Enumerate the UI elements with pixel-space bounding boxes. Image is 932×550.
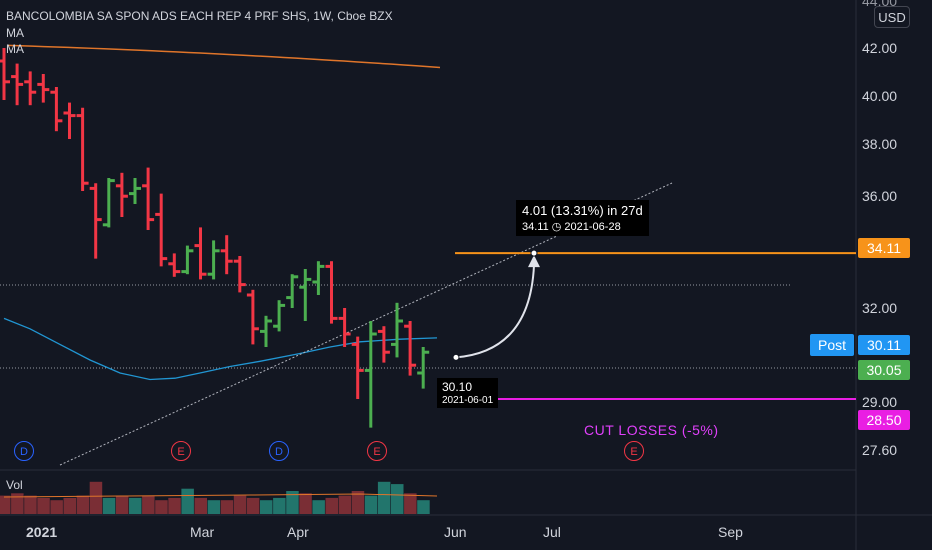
volume-bar	[325, 497, 338, 514]
volume-bar	[286, 491, 299, 514]
volume-bar	[260, 500, 273, 514]
x-tick: Jul	[543, 524, 561, 540]
last-price-badge: 30.05	[858, 360, 910, 380]
y-tick: 42.00	[862, 40, 898, 56]
volume-bar	[220, 500, 234, 514]
volume-bar	[377, 481, 391, 514]
entry-point	[452, 353, 460, 361]
volume-bar	[155, 500, 168, 514]
volume-bar	[11, 493, 24, 514]
volume-bar	[102, 497, 116, 514]
x-tick: Jun	[444, 524, 467, 540]
volume-bar	[391, 484, 404, 514]
chart-title: BANCOLOMBIA SA SPON ADS EACH REP 4 PRF S…	[6, 9, 393, 23]
earnings-event-marker[interactable]: E	[171, 441, 191, 461]
earnings-event-marker[interactable]: E	[624, 441, 644, 461]
projection-change: 4.01 (13.31%) in 27d	[522, 203, 643, 218]
volume-bar	[207, 500, 221, 514]
volume-bar	[89, 481, 103, 514]
volume-bar	[63, 497, 76, 514]
x-tick: Apr	[287, 524, 309, 540]
volume-bar	[115, 495, 129, 514]
volume-bar	[364, 495, 378, 514]
volume-bar	[312, 500, 325, 514]
volume-bar	[273, 497, 286, 514]
volume-bar	[181, 488, 194, 514]
volume-bar	[37, 497, 50, 514]
volume-bar	[417, 500, 430, 514]
projection-arrow	[455, 265, 535, 359]
volume-label: Vol	[6, 478, 23, 492]
ma-slow-line	[7, 44, 441, 69]
projection-target-date: 34.11 ◷ 2021-06-28	[522, 221, 621, 233]
earnings-event-marker[interactable]: E	[367, 441, 387, 461]
volume-bar	[404, 493, 417, 514]
x-tick: 2021	[26, 524, 58, 540]
projection-arrowhead	[528, 255, 540, 268]
volume-bar	[50, 500, 63, 514]
volume-bar	[168, 497, 181, 514]
dividend-event-marker[interactable]: D	[269, 441, 289, 461]
volume-bar	[338, 495, 352, 514]
y-tick: 36.00	[862, 188, 898, 204]
ma-legend-1[interactable]: MA	[6, 26, 24, 40]
post-market-price-badge: 30.11	[858, 335, 910, 355]
entry-label: 30.10 2021-06-01	[437, 378, 499, 408]
volume-bar	[142, 495, 155, 514]
y-tick: 29.00	[862, 394, 898, 410]
y-tick: 32.00	[862, 300, 898, 316]
volume-bar	[233, 495, 247, 514]
currency-button[interactable]: USD	[874, 6, 910, 28]
cut-losses-label: CUT LOSSES (-5%)	[584, 422, 719, 438]
y-tick: 38.00	[862, 136, 898, 152]
target-price-badge: 34.11	[858, 238, 910, 258]
volume-bar	[246, 497, 260, 514]
entry-value: 30.10	[442, 380, 473, 394]
target-point	[530, 249, 538, 257]
volume-bar	[194, 497, 207, 514]
dividend-event-marker[interactable]: D	[14, 441, 34, 461]
ma-fast-line	[3, 317, 438, 381]
x-tick: Sep	[718, 524, 743, 540]
volume-bar	[129, 497, 142, 514]
y-tick: 27.60	[862, 442, 898, 458]
projection-label: 4.01 (13.31%) in 27d 34.11 ◷ 2021-06-28	[516, 200, 649, 236]
volume-bar	[351, 491, 365, 514]
ma-legend-2[interactable]: MA	[6, 42, 24, 56]
volume-bar	[24, 495, 37, 514]
volume-ma-line	[3, 493, 438, 498]
y-tick-top: 44.00	[862, 0, 898, 9]
post-market-label: Post	[810, 334, 854, 356]
entry-date: 2021-06-01	[442, 395, 494, 406]
y-tick: 40.00	[862, 88, 898, 104]
volume-bar	[0, 495, 11, 514]
stop-price-badge: 28.50	[858, 410, 910, 430]
volume-bar	[299, 493, 312, 514]
volume-bar	[76, 495, 90, 514]
x-tick: Mar	[190, 524, 215, 540]
